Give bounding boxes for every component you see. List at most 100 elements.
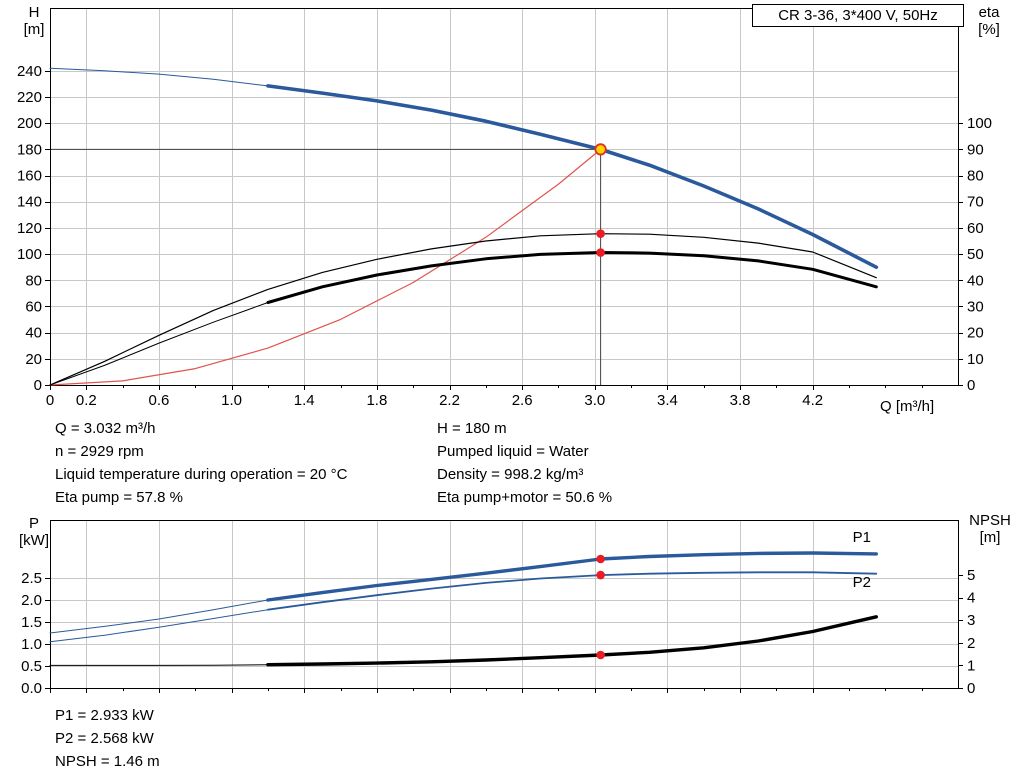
series-head-curve: [49, 67, 269, 87]
y-left-tick-label: 100: [17, 246, 42, 263]
top-right-axis-title: eta [%]: [962, 4, 1016, 38]
x-tick-label: 4.2: [802, 392, 823, 409]
y-left-tick-label: 220: [17, 89, 42, 106]
y-right-tick-label: 1: [967, 657, 975, 674]
power-info-column: P1 = 2.933 kW P2 = 2.568 kW NPSH = 1.46 …: [55, 704, 160, 773]
operating-point-dot: [596, 650, 605, 660]
bottom-left-axis-title: P [kW]: [12, 515, 56, 549]
y-left-tick-label: 0.0: [21, 680, 42, 697]
y-right-tick-label: 4: [967, 590, 975, 607]
x-tick-label: 3.0: [584, 392, 605, 409]
y-right-tick-label: 70: [967, 194, 984, 211]
y-right-tick-label: 20: [967, 325, 984, 342]
y-left-tick-label: 20: [25, 351, 42, 368]
y-right-tick-label: 80: [967, 168, 984, 185]
info-speed: n = 2929 rpm: [55, 443, 144, 460]
operating-point-dot: [596, 229, 605, 238]
series-p2-power: [267, 571, 878, 611]
x-tick-label: 1.4: [294, 392, 315, 409]
x-tick-label: 0: [46, 392, 54, 409]
y-left-tick-label: 2.5: [21, 570, 42, 587]
info-pumped-liquid: Pumped liquid = Water: [437, 443, 589, 460]
npsh-axis-letter: NPSH: [969, 512, 1011, 529]
duty-info-left-column: Q = 3.032 m³/h n = 2929 rpm Liquid tempe…: [55, 417, 347, 509]
npsh-axis-unit: [m]: [979, 529, 1001, 546]
y-left-tick-label: 1.0: [21, 636, 42, 653]
x-tick-label: 3.8: [730, 392, 751, 409]
duty-point-marker: [594, 143, 607, 156]
info-eta-pump-motor: Eta pump+motor = 50.6 %: [437, 489, 613, 506]
series-p1-power: [266, 551, 878, 602]
eta-axis-unit: [%]: [978, 21, 1000, 38]
info-p1: P1 = 2.933 kW: [55, 707, 154, 724]
series-label-P2: P2: [853, 574, 871, 591]
q-axis-unit-label: Q [m³/h]: [880, 398, 935, 415]
p-axis-letter: P: [28, 515, 39, 532]
power-npsh-chart: 0.0 0.5 1.0 1.5 2.0 2.5 0 1 2 3 4 5 P1 P2: [21, 520, 975, 697]
x-tick-label: 3.4: [657, 392, 678, 409]
y-right-tick-label: 40: [967, 272, 984, 289]
y-right-tick-label: 0: [967, 377, 975, 394]
axis-ticks: [45, 71, 963, 390]
series-eta-pump-motor: [49, 302, 269, 386]
info-liquid-temperature: Liquid temperature during operation = 20…: [55, 466, 348, 483]
info-flow: Q = 3.032 m³/h: [55, 420, 156, 437]
bottom-right-axis-title: NPSH [m]: [960, 512, 1020, 546]
operating-point-dot: [596, 570, 605, 580]
x-tick-label: 2.6: [512, 392, 533, 409]
series-label-P1: P1: [853, 529, 871, 546]
x-tick-label: 1.0: [221, 392, 242, 409]
y-left-tick-label: 160: [17, 168, 42, 185]
info-npsh: NPSH = 1.46 m: [55, 753, 160, 770]
operating-point-dot: [596, 554, 605, 564]
hq-eta-chart: 0 0.2 0.6 1.0 1.4 1.8 2.2 2.6 3.0 3.4 3.8 4.2 0 20 40 6…: [17, 8, 992, 409]
y-right-tick-label: 100: [967, 115, 992, 132]
eta-axis-letter: eta: [978, 4, 1000, 21]
y-left-tick-label: 200: [17, 115, 42, 132]
grid: [50, 8, 958, 385]
y-left-tick-label: 140: [17, 194, 42, 211]
p-axis-unit: [kW]: [19, 532, 49, 549]
operating-point-dot: [596, 248, 605, 257]
y-right-tick-label: 60: [967, 220, 984, 237]
plot-border: [50, 8, 959, 386]
y-right-tick-label: 30: [967, 298, 984, 315]
y-right-tick-label: 90: [967, 141, 984, 158]
y-right-tick-label: 3: [967, 612, 975, 629]
h-axis-letter: H: [28, 4, 40, 21]
y-right-tick-label: 10: [967, 351, 984, 368]
series-p2-power: [49, 609, 269, 643]
y-left-tick-label: 180: [17, 141, 42, 158]
y-right-tick-label: 50: [967, 246, 984, 263]
y-left-tick-label: 60: [25, 298, 42, 315]
y-right-tick-label: 2: [967, 635, 975, 652]
info-density: Density = 998.2 kg/m³: [437, 466, 584, 483]
duty-info-right-column: H = 180 m Pumped liquid = Water Density …: [437, 417, 612, 509]
y-right-tick-label: 0: [967, 680, 975, 697]
y-left-tick-label: 2.0: [21, 592, 42, 609]
y-left-tick-label: 0: [34, 377, 42, 394]
x-tick-label: 0.2: [76, 392, 97, 409]
series-p1-power: [49, 599, 269, 634]
y-left-tick-label: 120: [17, 220, 42, 237]
info-head: H = 180 m: [437, 420, 507, 437]
series-eta-pump: [49, 233, 877, 386]
x-tick-label: 1.8: [366, 392, 387, 409]
grid: [50, 520, 958, 688]
y-left-tick-label: 40: [25, 325, 42, 342]
top-left-axis-title: H [m]: [12, 4, 56, 38]
series-npsh-curve: [266, 615, 878, 667]
y-left-tick-label: 240: [17, 63, 42, 80]
series-eta-pump-motor: [266, 251, 878, 304]
axis-ticks: [45, 575, 963, 693]
pump-model-box: CR 3-36, 3*400 V, 50Hz: [752, 4, 964, 27]
series-head-curve: [266, 84, 879, 269]
x-tick-label: 2.2: [439, 392, 460, 409]
y-left-tick-label: 0.5: [21, 658, 42, 675]
y-left-tick-label: 1.5: [21, 614, 42, 631]
h-axis-unit: [m]: [23, 21, 45, 38]
info-p2: P2 = 2.568 kW: [55, 730, 154, 747]
x-tick-label: 0.6: [149, 392, 170, 409]
